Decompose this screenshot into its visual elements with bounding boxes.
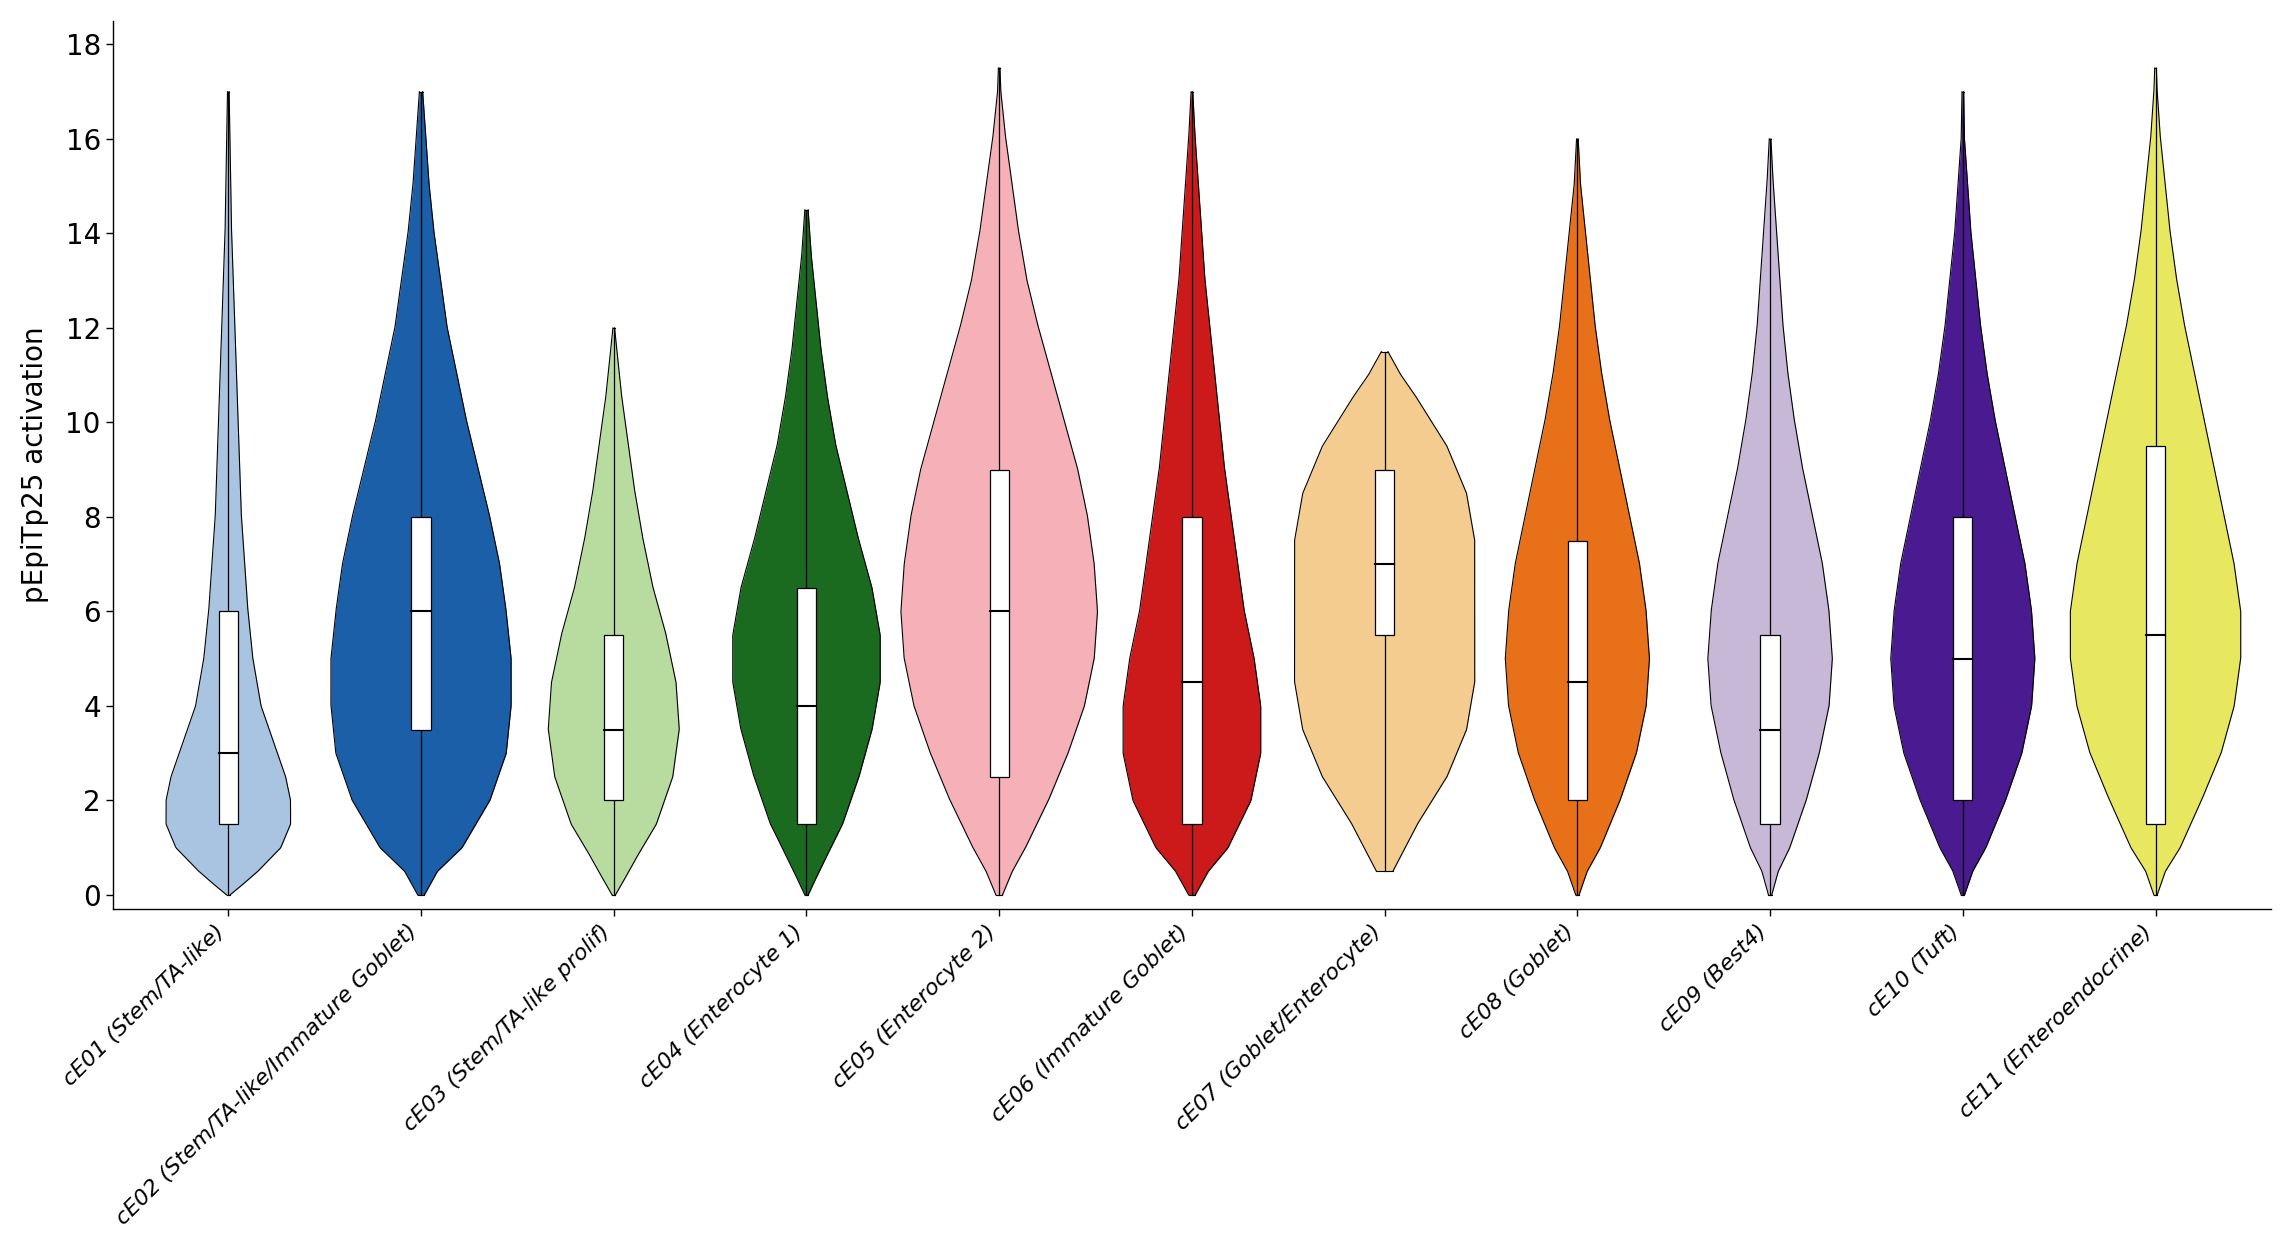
Bar [605, 635, 623, 800]
Bar [1183, 518, 1201, 824]
Bar [798, 588, 816, 824]
Bar [1953, 518, 1973, 800]
Bar [1568, 540, 1586, 800]
Bar [410, 518, 431, 730]
Y-axis label: pEpiTp25 activation: pEpiTp25 activation [21, 326, 48, 604]
Bar [1375, 470, 1394, 635]
Bar [1760, 635, 1779, 824]
Bar [990, 470, 1008, 776]
Bar [2145, 446, 2166, 824]
Bar [218, 611, 238, 824]
